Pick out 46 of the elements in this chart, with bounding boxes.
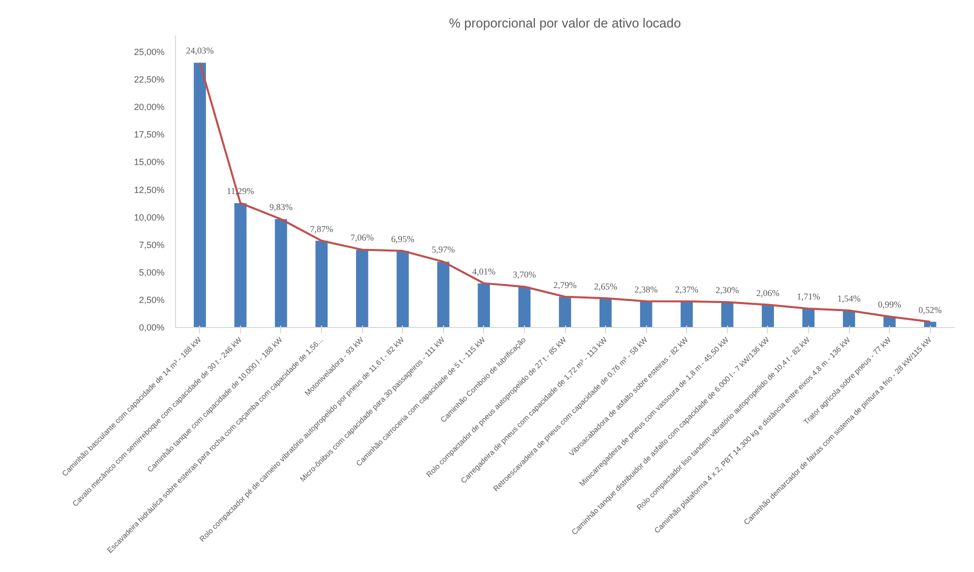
data-label: 4,01% — [472, 266, 496, 276]
data-label: 7,06% — [350, 232, 374, 243]
data-label: 7,87% — [310, 224, 334, 234]
y-tick-label: 5,00% — [138, 267, 165, 278]
y-tick-label: 7,50% — [138, 240, 165, 250]
bar — [194, 62, 206, 328]
bar — [356, 250, 368, 328]
data-label: 24,03% — [186, 46, 214, 56]
bar — [762, 304, 774, 328]
data-label: 9,83% — [269, 202, 294, 212]
data-label: 6,95% — [391, 234, 415, 244]
y-tick-label: 22,50% — [134, 74, 165, 85]
bar — [315, 240, 328, 328]
bar — [599, 298, 612, 328]
y-tick-label: 25,00% — [134, 47, 165, 58]
data-label: 2,38% — [634, 284, 658, 294]
y-tick-label: 10,00% — [134, 212, 165, 222]
data-label: 2,30% — [716, 285, 740, 296]
data-label: 1,71% — [796, 292, 821, 302]
y-tick-label: 15,00% — [134, 157, 165, 168]
bar — [721, 302, 734, 328]
bar — [518, 286, 531, 328]
y-tick-label: 0,00% — [138, 322, 165, 332]
data-label: 0,99% — [878, 300, 902, 310]
data-label: 2,37% — [675, 284, 699, 294]
bar — [396, 250, 409, 328]
data-label: 1,54% — [837, 294, 862, 304]
bar — [640, 301, 652, 328]
chart-title: % proporcional por valor de ativo locado — [449, 16, 681, 30]
data-label: 3,70% — [512, 270, 537, 280]
y-tick-label: 17,50% — [134, 130, 165, 140]
bar — [558, 296, 572, 328]
data-label: 2,06% — [756, 288, 780, 298]
bar — [680, 301, 693, 328]
bar — [802, 308, 815, 328]
data-label: 5,97% — [432, 244, 456, 255]
bar — [234, 203, 247, 328]
y-tick-label: 20,00% — [134, 102, 165, 112]
data-label: 0,52% — [918, 304, 942, 315]
y-tick-label: 12,50% — [134, 184, 165, 195]
bar — [437, 262, 450, 328]
data-label: 2,79% — [553, 280, 578, 290]
y-tick-label: 2,50% — [138, 294, 165, 305]
data-label: 2,65% — [594, 281, 618, 292]
bar — [478, 283, 490, 328]
bar — [274, 219, 288, 328]
